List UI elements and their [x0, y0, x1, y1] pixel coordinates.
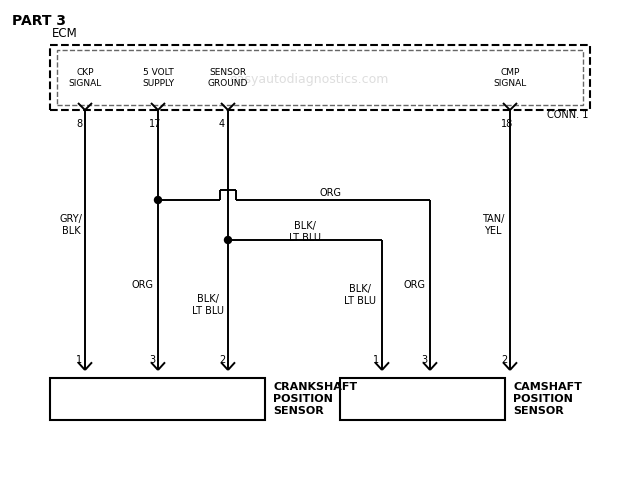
- Text: 3: 3: [149, 355, 155, 365]
- Circle shape: [224, 236, 232, 244]
- Text: SENSOR
GROUND: SENSOR GROUND: [208, 68, 248, 87]
- Text: BLK/
LT BLU: BLK/ LT BLU: [192, 294, 224, 316]
- Bar: [57, 50, 583, 105]
- Text: BLK/
LT BLU: BLK/ LT BLU: [344, 284, 376, 306]
- Text: 4: 4: [219, 119, 225, 129]
- Text: ORG: ORG: [403, 280, 425, 290]
- Text: BLK/
LT BLU: BLK/ LT BLU: [289, 221, 321, 243]
- Text: 5 VOLT
SUPPLY: 5 VOLT SUPPLY: [142, 68, 174, 87]
- Text: ORG: ORG: [319, 188, 341, 198]
- Text: 1: 1: [76, 355, 82, 365]
- Text: CKP
SIGNAL: CKP SIGNAL: [69, 68, 101, 87]
- Text: ORG: ORG: [131, 280, 153, 290]
- Text: 3: 3: [421, 355, 427, 365]
- Text: 2: 2: [501, 355, 507, 365]
- Text: 2: 2: [219, 355, 225, 365]
- Text: PART 3: PART 3: [12, 14, 66, 28]
- Text: GRY/
BLK: GRY/ BLK: [59, 214, 82, 236]
- Text: CRANKSHAFT
POSITION
SENSOR: CRANKSHAFT POSITION SENSOR: [273, 382, 357, 416]
- Bar: [340, 378, 505, 420]
- Text: ECM: ECM: [52, 27, 78, 40]
- Text: TAN/
YEL: TAN/ YEL: [482, 214, 504, 236]
- Text: CMP
SIGNAL: CMP SIGNAL: [493, 68, 527, 87]
- Text: 17: 17: [149, 119, 161, 129]
- Text: 18: 18: [501, 119, 514, 129]
- Circle shape: [154, 196, 161, 203]
- Text: 8: 8: [76, 119, 82, 129]
- Bar: [50, 378, 265, 420]
- Text: CONN. 1: CONN. 1: [547, 110, 588, 120]
- Bar: [50, 45, 590, 110]
- Text: easyautodiagnostics.com: easyautodiagnostics.com: [229, 74, 389, 86]
- Text: CAMSHAFT
POSITION
SENSOR: CAMSHAFT POSITION SENSOR: [513, 382, 582, 416]
- Text: 1: 1: [373, 355, 379, 365]
